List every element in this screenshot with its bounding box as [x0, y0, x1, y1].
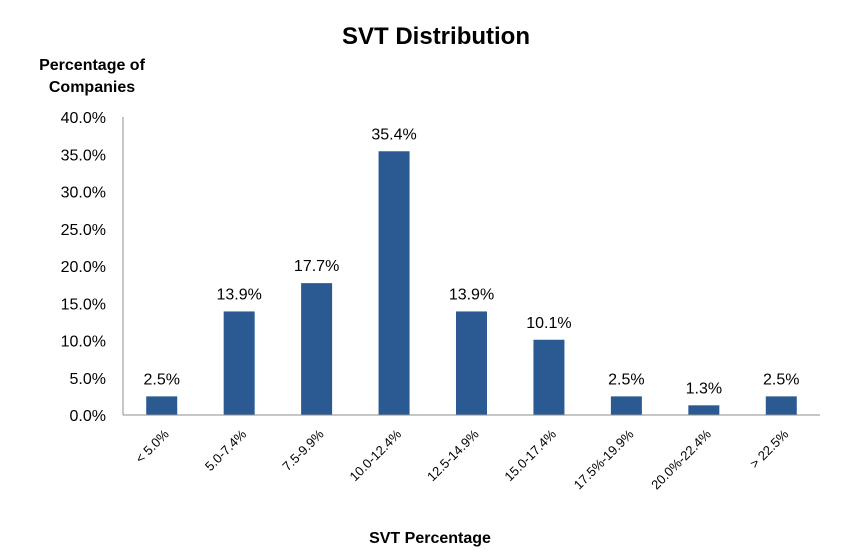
- y-tick-label: 20.0%: [61, 259, 106, 276]
- x-tick-label: 10.0-12.4%: [347, 426, 405, 484]
- x-tick-label: > 22.5%: [747, 426, 792, 471]
- y-tick-label: 10.0%: [61, 334, 106, 351]
- y-axis-title-line-1: Percentage of: [39, 57, 145, 74]
- y-tick-label: 35.0%: [61, 147, 106, 164]
- data-label: 2.5%: [763, 371, 799, 388]
- bar: [301, 283, 333, 415]
- x-tick-label: 5.0-7.4%: [202, 426, 250, 474]
- bar: [533, 339, 565, 415]
- x-tick-label: < 5.0%: [132, 426, 172, 466]
- bar: [378, 151, 410, 415]
- x-axis-ticks: < 5.0% 5.0-7.4% 7.5-9.9% 10.0-12.4% 12.5-14.…: [132, 426, 791, 492]
- bar: [688, 405, 720, 415]
- y-tick-label: 30.0%: [61, 185, 106, 202]
- y-tick-label: 0.0%: [70, 408, 106, 425]
- bar: [146, 396, 178, 415]
- y-tick-label: 5.0%: [70, 371, 106, 388]
- data-label: 10.1%: [526, 315, 571, 332]
- bar: [610, 396, 642, 415]
- bar: [765, 396, 797, 415]
- data-label: 2.5%: [143, 371, 179, 388]
- bar: [223, 311, 255, 415]
- x-tick-label: 15.0-17.4%: [501, 426, 559, 484]
- data-label: 13.9%: [216, 286, 261, 303]
- bar: [456, 311, 487, 415]
- bars: [146, 151, 797, 415]
- data-label: 17.7%: [294, 258, 339, 275]
- x-tick-label: 17.5%-19.9%: [571, 426, 637, 492]
- y-tick-label: 40.0%: [61, 110, 106, 127]
- data-label: 35.4%: [371, 126, 416, 143]
- x-axis-title: SVT Percentage: [369, 530, 491, 547]
- x-tick-label: 12.5-14.9%: [424, 426, 482, 484]
- y-tick-label: 15.0%: [61, 296, 106, 313]
- x-tick-label: 20.0%-22.4%: [648, 426, 714, 492]
- data-label: 1.3%: [686, 380, 722, 397]
- chart-title: SVT Distribution: [342, 23, 530, 50]
- y-axis-title-line-2: Companies: [49, 79, 135, 96]
- data-label: 2.5%: [608, 371, 644, 388]
- y-tick-label: 25.0%: [61, 222, 106, 239]
- data-labels: 2.5% 13.9% 17.7% 35.4% 13.9% 10.1% 2.5% 1.3% 2.5…: [143, 126, 799, 397]
- data-label: 13.9%: [449, 286, 494, 303]
- y-axis-ticks: 0.0% 5.0% 10.0% 15.0% 20.0% 25.0% 30.0% 35.0% 40…: [61, 110, 106, 425]
- x-tick-label: 7.5-9.9%: [279, 426, 327, 474]
